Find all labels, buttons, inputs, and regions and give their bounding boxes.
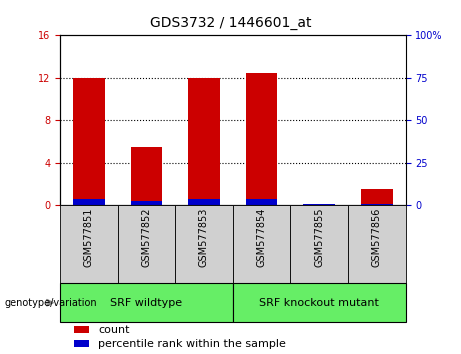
Text: SRF wildtype: SRF wildtype xyxy=(110,298,183,308)
Text: SRF knockout mutant: SRF knockout mutant xyxy=(259,298,379,308)
Bar xyxy=(60,283,233,322)
Text: GSM577851: GSM577851 xyxy=(84,208,94,267)
Bar xyxy=(290,205,348,283)
Bar xyxy=(361,204,393,205)
Text: percentile rank within the sample: percentile rank within the sample xyxy=(98,338,286,349)
Bar xyxy=(130,147,162,205)
Bar xyxy=(73,199,105,205)
Bar xyxy=(246,199,278,205)
Text: GSM577853: GSM577853 xyxy=(199,208,209,267)
Text: GSM577852: GSM577852 xyxy=(142,208,151,267)
Text: count: count xyxy=(98,325,130,335)
Bar xyxy=(188,199,220,205)
Bar xyxy=(303,204,335,205)
Text: genotype/variation: genotype/variation xyxy=(5,298,97,308)
Bar xyxy=(73,78,105,205)
Bar xyxy=(60,205,118,283)
Text: GSM577855: GSM577855 xyxy=(314,208,324,267)
Text: GDS3732 / 1446601_at: GDS3732 / 1446601_at xyxy=(150,16,311,30)
Bar xyxy=(175,205,233,283)
Bar xyxy=(130,201,162,205)
Bar xyxy=(233,283,406,322)
Bar xyxy=(348,205,406,283)
Text: GSM577854: GSM577854 xyxy=(257,208,266,267)
Bar xyxy=(74,340,89,347)
Bar xyxy=(361,189,393,205)
Bar xyxy=(74,326,89,333)
Bar xyxy=(188,78,220,205)
Bar xyxy=(118,205,175,283)
Text: GSM577856: GSM577856 xyxy=(372,208,382,267)
Bar xyxy=(246,73,278,205)
Bar xyxy=(233,205,290,283)
